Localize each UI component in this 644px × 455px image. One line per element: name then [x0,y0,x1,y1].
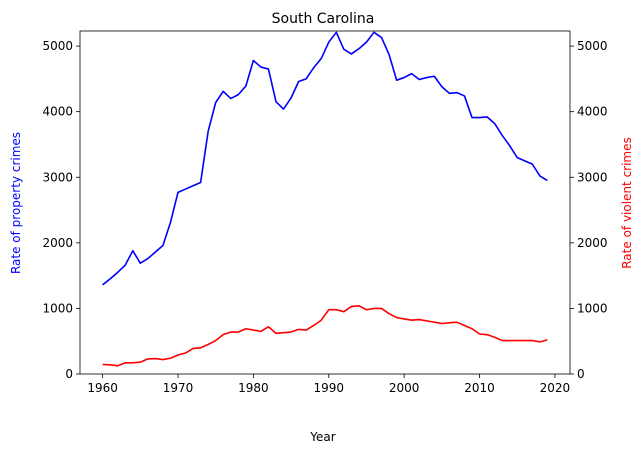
y-axis-right-label: Rate of violent crimes [620,137,634,269]
y-right-tick-label: 3000 [577,170,608,184]
series-line-property [102,31,548,286]
chart-title: South Carolina [272,11,375,27]
y-left-tick-label: 2000 [42,236,73,250]
y-left-tick-label: 0 [65,367,73,381]
y-right-tick-label: 1000 [577,301,608,315]
y-axis-left: 0 1000 2000 3000 4000 5000 [42,39,80,381]
x-axis-label: Year [309,430,335,444]
y-right-tick-label: 2000 [577,236,608,250]
y-axis-left-label: Rate of property crimes [9,132,23,274]
plot-frame [79,30,571,375]
x-tick-label: 2000 [389,381,420,395]
y-left-tick-label: 3000 [42,170,73,184]
y-left-tick-label: 1000 [42,301,73,315]
plot-lines [102,31,548,367]
y-right-tick-label: 0 [577,367,585,381]
series-line-violent [102,304,548,367]
x-tick-label: 1970 [163,381,194,395]
x-tick-label: 1980 [238,381,269,395]
x-axis: 1960 1970 1980 1990 2000 2010 2020 [87,374,570,395]
y-right-tick-label: 5000 [577,39,608,53]
x-tick-label: 1960 [87,381,118,395]
y-axis-right: 0 1000 2000 3000 4000 5000 [570,39,608,381]
y-left-tick-label: 4000 [42,105,73,119]
x-tick-label: 2020 [540,381,571,395]
y-right-tick-label: 4000 [577,105,608,119]
x-tick-label: 2010 [464,381,495,395]
x-tick-label: 1990 [313,381,344,395]
y-left-tick-label: 5000 [42,39,73,53]
